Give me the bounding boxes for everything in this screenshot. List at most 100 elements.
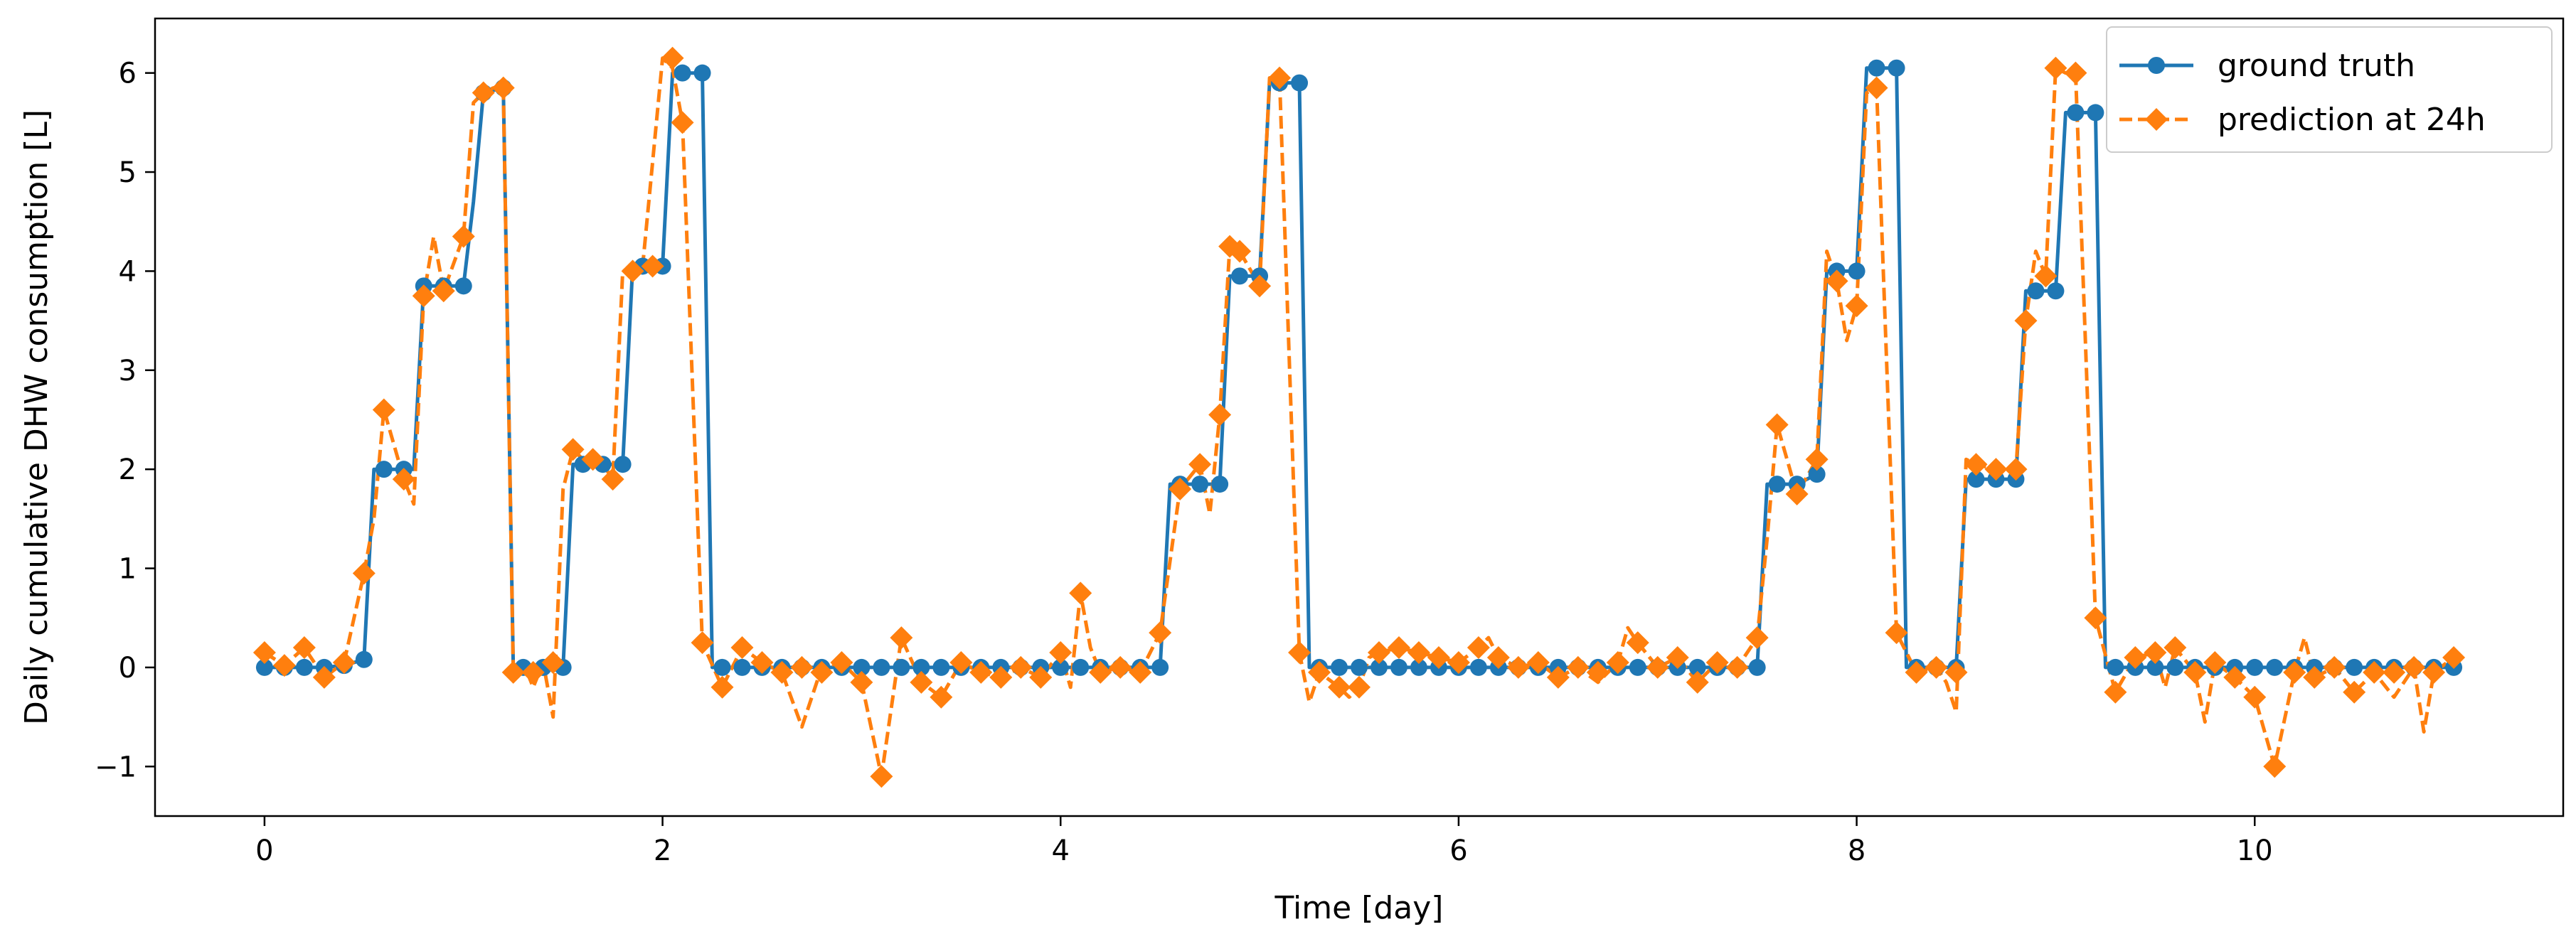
y-axis-label: Daily cumulative DHW consumption [L] xyxy=(18,109,55,725)
prediction-point-62 xyxy=(1447,650,1470,674)
ground-truth-point-72 xyxy=(1688,658,1706,676)
prediction-point-106 xyxy=(2303,665,2326,689)
ground-truth-point-105 xyxy=(2346,658,2363,676)
prediction-point-105 xyxy=(2283,660,2306,684)
prediction-point-109 xyxy=(2363,660,2386,684)
prediction-point-29 xyxy=(810,660,834,684)
prediction-point-18 xyxy=(601,468,624,491)
prediction-point-1 xyxy=(272,654,296,677)
prediction-point-79 xyxy=(1785,483,1809,506)
prediction-point-108 xyxy=(2343,680,2366,704)
ground-truth-point-86 xyxy=(1967,471,1985,488)
prediction-point-15 xyxy=(541,650,565,674)
prediction-point-2 xyxy=(292,636,316,660)
prediction-point-7 xyxy=(392,468,415,491)
prediction-point-5 xyxy=(352,562,376,585)
prediction-point-100 xyxy=(2183,660,2207,684)
prediction-point-60 xyxy=(1407,641,1430,665)
prediction-point-55 xyxy=(1308,660,1331,684)
legend-marker-prediction xyxy=(2145,108,2168,131)
prediction-point-104 xyxy=(2263,755,2287,778)
ground-truth-point-101 xyxy=(2266,658,2284,676)
ground-truth-point-61 xyxy=(1469,658,1487,676)
prediction-point-13 xyxy=(501,660,525,684)
prediction-point-92 xyxy=(2034,264,2058,288)
ground-truth-point-2 xyxy=(295,658,313,676)
prediction-point-30 xyxy=(830,650,853,674)
prediction-point-87 xyxy=(1944,660,1968,684)
prediction-point-58 xyxy=(1367,641,1390,665)
prediction-point-20 xyxy=(641,254,664,278)
ground-truth-point-24 xyxy=(733,658,751,676)
prediction-point-14 xyxy=(521,660,545,684)
prediction-point-0 xyxy=(252,641,276,665)
ground-truth-point-30 xyxy=(853,658,871,676)
ground-truth-point-0 xyxy=(255,658,273,676)
legend-box xyxy=(2106,26,2553,153)
prediction-point-59 xyxy=(1387,636,1410,660)
prediction-point-94 xyxy=(2064,61,2087,85)
x-tick-label-3: 6 xyxy=(1449,835,1467,867)
prediction-point-21 xyxy=(661,46,684,70)
prediction-point-32 xyxy=(870,765,893,788)
x-tick-label-1: 2 xyxy=(654,835,671,867)
prediction-point-85 xyxy=(1905,660,1928,684)
ground-truth-point-34 xyxy=(932,658,950,676)
plot-area xyxy=(252,46,2466,788)
ground-truth-point-93 xyxy=(2107,658,2124,676)
ground-truth-point-23 xyxy=(713,658,731,676)
ground-truth-point-49 xyxy=(1231,267,1249,285)
prediction-point-69 xyxy=(1586,660,1609,684)
y-tick-label-7: 6 xyxy=(119,58,137,90)
prediction-point-12 xyxy=(491,76,515,100)
prediction-point-42 xyxy=(1069,581,1092,605)
prediction-point-63 xyxy=(1467,636,1490,660)
prediction-point-10 xyxy=(452,225,475,248)
prediction-point-57 xyxy=(1348,675,1371,699)
prediction-point-93 xyxy=(2044,56,2067,80)
prediction-point-99 xyxy=(2163,636,2187,660)
prediction-point-111 xyxy=(2402,655,2426,679)
ground-truth-point-41 xyxy=(1072,658,1090,676)
prediction-point-46 xyxy=(1149,621,1172,645)
prediction-point-107 xyxy=(2323,655,2346,679)
prediction-point-91 xyxy=(2014,309,2038,333)
prediction-point-39 xyxy=(1009,655,1033,679)
prediction-point-89 xyxy=(1984,458,2008,481)
prediction-point-74 xyxy=(1686,670,1709,694)
ground-truth-point-18 xyxy=(614,456,632,473)
prediction-point-26 xyxy=(750,650,774,674)
prediction-point-25 xyxy=(730,636,754,660)
y-tick-label-2: 1 xyxy=(119,553,137,586)
prediction-point-34 xyxy=(910,670,933,694)
prediction-point-90 xyxy=(2004,458,2028,481)
prediction-point-31 xyxy=(850,670,873,694)
prediction-point-48 xyxy=(1188,453,1212,476)
ground-truth-point-80 xyxy=(1848,262,1866,280)
prediction-point-72 xyxy=(1646,655,1669,679)
legend-label-ground-truth: ground truth xyxy=(2218,48,2415,84)
prediction-point-8 xyxy=(412,284,435,308)
ground-truth-point-32 xyxy=(893,658,910,676)
prediction-point-19 xyxy=(621,259,644,283)
prediction-point-22 xyxy=(671,111,694,134)
axes-frame xyxy=(154,17,2565,817)
prediction-point-98 xyxy=(2144,641,2167,665)
prediction-point-27 xyxy=(770,660,794,684)
prediction-point-9 xyxy=(432,279,455,303)
ground-truth-point-95 xyxy=(2146,658,2164,676)
prediction-point-44 xyxy=(1109,655,1132,679)
prediction-point-40 xyxy=(1029,665,1053,689)
prediction-point-33 xyxy=(890,626,913,650)
ground-truth-point-10 xyxy=(454,277,472,295)
prediction-point-101 xyxy=(2203,650,2227,674)
prediction-point-3 xyxy=(312,665,336,689)
prediction-point-24 xyxy=(710,675,734,699)
prediction-point-64 xyxy=(1486,645,1510,669)
prediction-point-102 xyxy=(2223,665,2247,689)
ground-truth-point-78 xyxy=(1808,466,1826,483)
prediction-point-112 xyxy=(2422,660,2446,684)
prediction-point-51 xyxy=(1228,240,1252,263)
